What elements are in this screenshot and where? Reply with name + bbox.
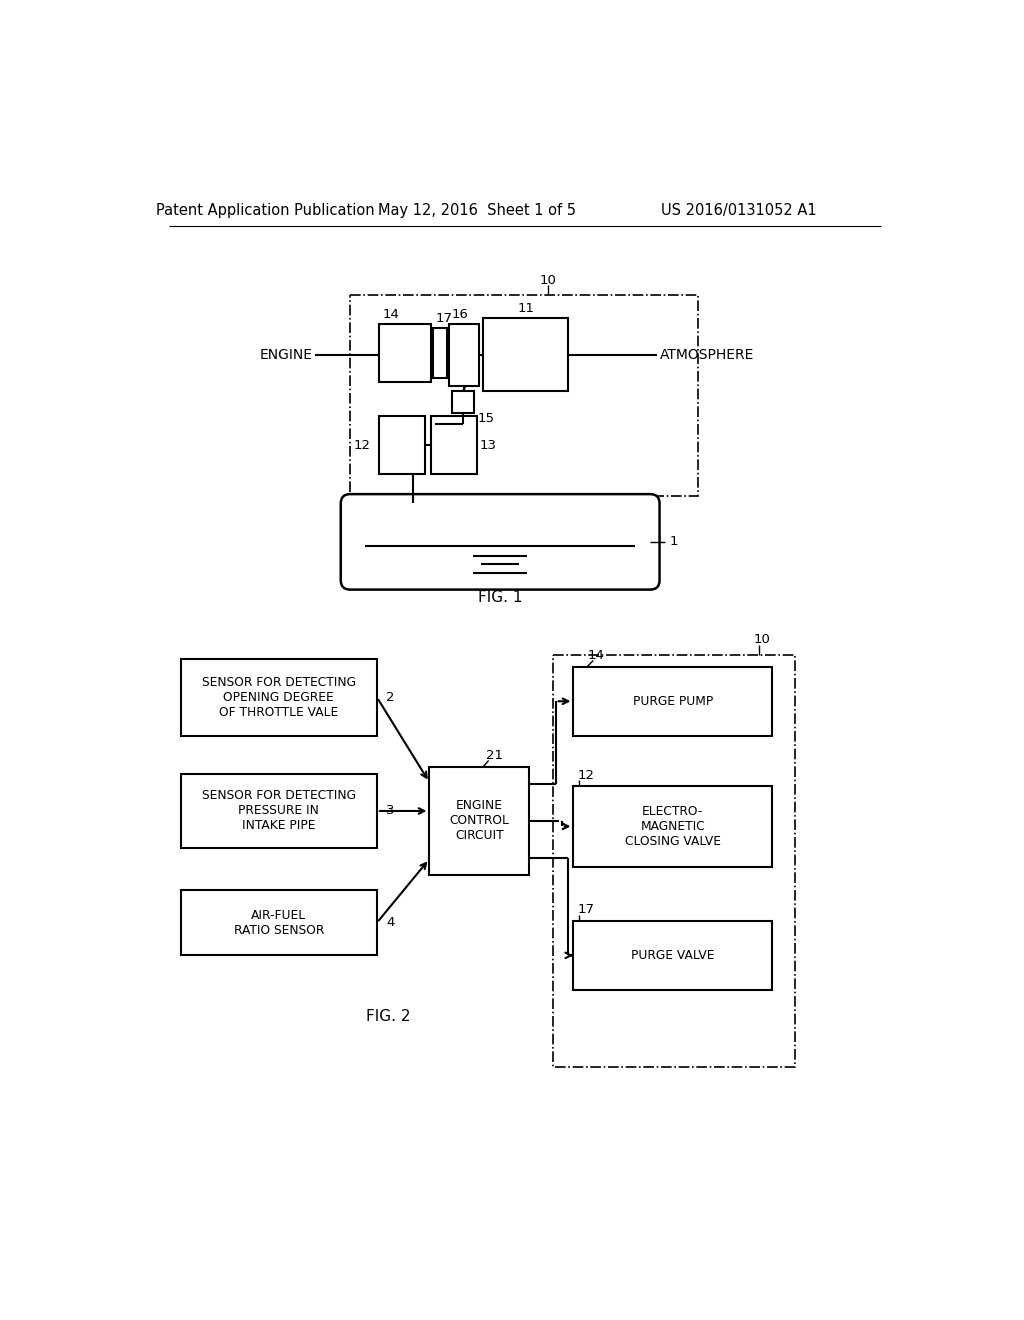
Text: ENGINE: ENGINE <box>259 347 312 362</box>
Text: 17: 17 <box>578 903 594 916</box>
Bar <box>350 296 698 496</box>
Text: 1: 1 <box>670 536 678 548</box>
Text: 14: 14 <box>382 308 399 321</box>
Text: 12: 12 <box>354 438 371 451</box>
Text: May 12, 2016  Sheet 1 of 5: May 12, 2016 Sheet 1 of 5 <box>378 203 577 218</box>
FancyBboxPatch shape <box>341 494 659 590</box>
Bar <box>573 921 772 990</box>
Text: AIR-FUEL
RATIO SENSOR: AIR-FUEL RATIO SENSOR <box>233 908 324 937</box>
Text: 21: 21 <box>486 750 503 763</box>
Text: SENSOR FOR DETECTING
OPENING DEGREE
OF THROTTLE VALE: SENSOR FOR DETECTING OPENING DEGREE OF T… <box>202 676 355 719</box>
Text: 4: 4 <box>386 916 394 929</box>
Bar <box>180 659 377 737</box>
Text: PURGE PUMP: PURGE PUMP <box>633 694 713 708</box>
Text: SENSOR FOR DETECTING
PRESSURE IN
INTAKE PIPE: SENSOR FOR DETECTING PRESSURE IN INTAKE … <box>202 789 355 833</box>
Bar <box>553 655 795 1067</box>
Bar <box>573 785 772 867</box>
Text: 14: 14 <box>588 649 605 663</box>
Bar <box>379 323 431 381</box>
Bar <box>429 767 529 874</box>
Text: US 2016/0131052 A1: US 2016/0131052 A1 <box>662 203 817 218</box>
Text: 3: 3 <box>386 804 394 817</box>
Text: 11: 11 <box>517 302 535 315</box>
Text: ENGINE
CONTROL
CIRCUIT: ENGINE CONTROL CIRCUIT <box>450 799 509 842</box>
Text: ELECTRO-
MAGNETIC
CLOSING VALVE: ELECTRO- MAGNETIC CLOSING VALVE <box>625 805 721 847</box>
Text: FIG. 1: FIG. 1 <box>478 590 522 605</box>
Text: 16: 16 <box>452 308 469 321</box>
Text: 17: 17 <box>435 312 453 325</box>
Text: Patent Application Publication: Patent Application Publication <box>156 203 375 218</box>
Text: PURGE VALVE: PURGE VALVE <box>631 949 715 962</box>
Text: 2: 2 <box>386 690 394 704</box>
Bar <box>379 416 425 474</box>
Bar <box>433 327 447 378</box>
Bar <box>180 890 377 956</box>
Bar <box>483 318 568 391</box>
Text: 10: 10 <box>540 273 556 286</box>
Bar <box>453 391 474 412</box>
Text: 15: 15 <box>478 412 495 425</box>
Bar <box>431 416 477 474</box>
Text: 10: 10 <box>754 634 770 647</box>
Text: FIG. 2: FIG. 2 <box>367 1010 411 1024</box>
Text: ATMOSPHERE: ATMOSPHERE <box>660 347 755 362</box>
Bar <box>180 775 377 847</box>
Text: 13: 13 <box>479 438 497 451</box>
Text: 12: 12 <box>578 768 594 781</box>
Bar <box>573 667 772 737</box>
Bar <box>450 323 478 385</box>
